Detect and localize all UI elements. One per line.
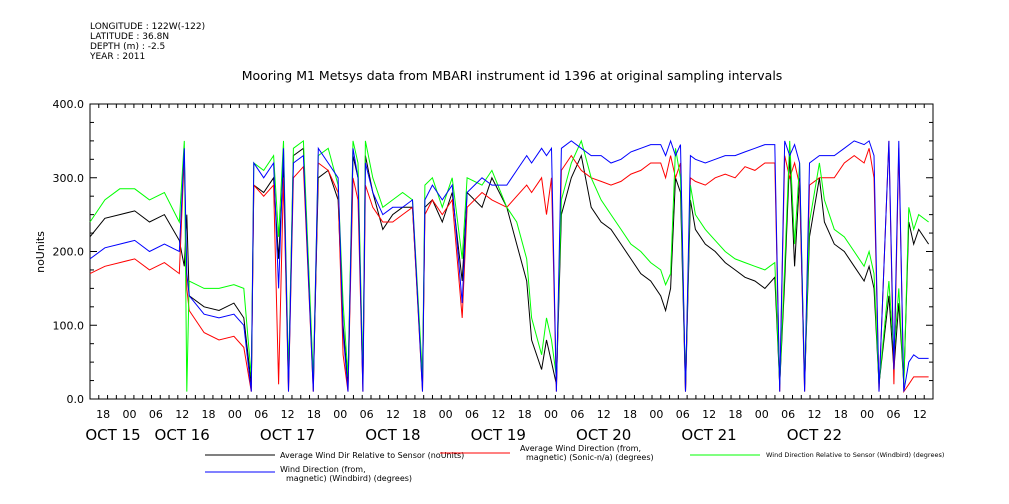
y-tick-label: 400.0	[53, 98, 85, 111]
x-tick-label: 06	[254, 408, 268, 421]
x-tick-label: 00	[228, 408, 242, 421]
x-tick-label: 18	[834, 408, 848, 421]
series-line-1	[89, 147, 930, 392]
x-tick-label: 06	[570, 408, 584, 421]
x-tick-label: 12	[702, 408, 716, 421]
legend-label-2: Average Wind Direction (from, magnetic) (…	[520, 444, 654, 462]
legend-label-3: Wind Direction Relative to Sensor (Windb…	[766, 451, 944, 459]
x-tick-label: 12	[175, 408, 189, 421]
x-tick-label: 12	[281, 408, 295, 421]
x-tick-label: 00	[333, 408, 347, 421]
axis-ticks: 0.0 100.0 200.0 300.0 400.0 18 00 06 12 18 00 06 12 1…	[53, 98, 934, 444]
x-tick-label: 12	[491, 408, 505, 421]
x-tick-label: 18	[307, 408, 321, 421]
x-tick-label: 18	[728, 408, 742, 421]
legend: Average Wind Dir Relative to Sensor (noU…	[205, 444, 944, 483]
longitude-label: LONGITUDE : 122W(-122)	[90, 22, 206, 32]
latitude-label: LATITUDE : 36.8N	[90, 32, 170, 42]
x-tick-label: 18	[96, 408, 110, 421]
x-tick-label: 12	[386, 408, 400, 421]
chart-title: Mooring M1 Metsys data from MBARI instru…	[242, 68, 783, 83]
x-day-label: OCT 21	[681, 426, 736, 444]
x-tick-label: 00	[649, 408, 663, 421]
series-line-3	[89, 139, 929, 392]
legend-label-1: Average Wind Dir Relative to Sensor (noU…	[280, 451, 464, 460]
x-tick-label: 06	[886, 408, 900, 421]
x-tick-label: 06	[360, 408, 374, 421]
x-tick-label: 18	[412, 408, 426, 421]
depth-label: DEPTH (m) : -2.5	[90, 42, 166, 52]
y-tick-label: 200.0	[53, 246, 85, 259]
y-tick-label: 0.0	[67, 393, 85, 406]
series-lines	[89, 139, 930, 394]
x-tick-label: 06	[781, 408, 795, 421]
series-line-2	[89, 140, 929, 394]
x-tick-label: 00	[755, 408, 769, 421]
x-day-label: OCT 15	[85, 426, 140, 444]
x-day-label: OCT 19	[471, 426, 526, 444]
x-tick-label: 06	[149, 408, 163, 421]
metadata-block: LONGITUDE : 122W(-122) LATITUDE : 36.8N …	[90, 22, 205, 62]
x-tick-label: 12	[597, 408, 611, 421]
y-axis-label: noUnits	[34, 231, 47, 273]
x-day-label: OCT 20	[576, 426, 631, 444]
x-tick-label: 06	[465, 408, 479, 421]
year-label: YEAR : 2011	[90, 52, 146, 62]
x-tick-label: 06	[676, 408, 690, 421]
x-day-label: OCT 18	[365, 426, 420, 444]
x-tick-label: 00	[439, 408, 453, 421]
y-tick-label: 100.0	[53, 319, 85, 332]
x-tick-label: 12	[807, 408, 821, 421]
x-tick-label: 18	[518, 408, 532, 421]
x-day-label: OCT 16	[155, 426, 210, 444]
x-tick-label: 00	[123, 408, 137, 421]
plot-frame	[89, 103, 934, 400]
x-day-label: OCT 22	[787, 426, 842, 444]
x-tick-label: 12	[913, 408, 927, 421]
x-day-label: OCT 17	[260, 426, 315, 444]
x-tick-label: 18	[623, 408, 637, 421]
x-tick-label: 00	[544, 408, 558, 421]
x-tick-label: 00	[860, 408, 874, 421]
series-line-4	[89, 139, 929, 392]
x-tick-label: 18	[202, 408, 216, 421]
y-tick-label: 300.0	[53, 172, 85, 185]
legend-label-4: Wind Direction (from, magnetic) (Windbird…	[280, 465, 412, 483]
